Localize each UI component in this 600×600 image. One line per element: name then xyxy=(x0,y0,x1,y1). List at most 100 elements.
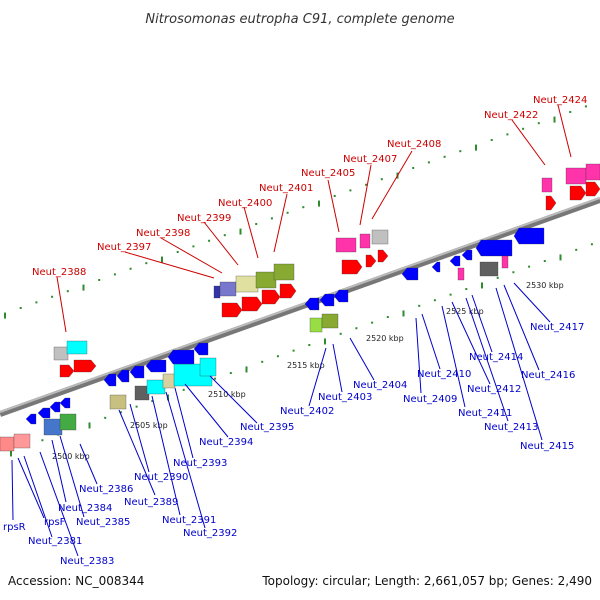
gene-box xyxy=(0,436,15,452)
gene-box xyxy=(565,167,587,185)
gene-box xyxy=(309,317,323,333)
gene-box xyxy=(585,163,600,181)
map-title: Nitrosomonas eutropha C91, complete geno… xyxy=(145,12,454,27)
reverse-tick xyxy=(449,293,452,296)
gene-label: Neut_2409 xyxy=(403,394,457,405)
gene-label: Neut_2405 xyxy=(301,168,355,179)
genome-backbone-highlight xyxy=(0,197,600,413)
forward-gene-labels: Neut_2388 Neut_2397 Neut_2398 Neut_2399 … xyxy=(32,95,587,278)
forward-tick xyxy=(270,217,273,220)
kbp-label: 2500 kbp xyxy=(52,452,90,461)
leader-line xyxy=(471,294,493,353)
leader-line xyxy=(308,347,327,407)
forward-tick-row xyxy=(4,105,587,319)
reverse-tick xyxy=(261,360,264,363)
forward-tick xyxy=(553,116,556,123)
kbp-label: 2520 kbp xyxy=(366,334,404,343)
gene-box xyxy=(213,285,221,299)
gene-arrow xyxy=(73,359,97,373)
reverse-tick xyxy=(151,400,154,403)
gene-label: rpsF xyxy=(44,517,66,528)
leader-line xyxy=(79,443,98,485)
kbp-label: 2530 kbp xyxy=(526,281,564,290)
genome-summary: Topology: circular; Length: 2,661,057 bp… xyxy=(261,574,592,588)
leader-line xyxy=(495,287,543,441)
forward-tick xyxy=(443,155,446,158)
gene-box xyxy=(146,379,166,395)
reverse-tick xyxy=(182,388,185,391)
leader-line xyxy=(359,164,372,226)
gene-arrow xyxy=(304,297,320,311)
gene-box xyxy=(371,229,389,245)
leader-line xyxy=(203,221,239,266)
reverse-tick xyxy=(276,355,279,358)
leader-line xyxy=(273,193,288,253)
kbp-label: 2525 kbp xyxy=(446,307,484,316)
forward-tick xyxy=(522,127,525,130)
gene-label: rpsR xyxy=(3,522,26,533)
gene-label: Neut_2385 xyxy=(76,517,130,528)
gene-label: Neut_2389 xyxy=(124,497,178,508)
leader-line xyxy=(327,179,340,233)
reverse-tick xyxy=(135,405,138,408)
gene-box xyxy=(66,340,88,355)
reverse-tick xyxy=(433,299,436,302)
forward-tick xyxy=(459,150,462,153)
gene-arrow xyxy=(129,365,145,379)
forward-tick xyxy=(365,183,368,186)
reverse-tick xyxy=(292,349,295,352)
gene-box xyxy=(335,237,357,253)
forward-tick xyxy=(223,234,226,237)
gene-box xyxy=(541,177,553,193)
gene-label: Neut_2404 xyxy=(353,380,407,391)
gene-label: Neut_2391 xyxy=(162,515,216,526)
reverse-tick xyxy=(214,377,217,380)
gene-arrow xyxy=(221,302,243,318)
leader-line xyxy=(503,284,540,371)
gene-arrow xyxy=(569,185,587,201)
forward-tick xyxy=(66,290,69,293)
gene-label: Neut_2390 xyxy=(134,472,188,483)
gene-arrow xyxy=(377,249,389,263)
gene-box xyxy=(321,313,339,329)
gene-box xyxy=(479,261,499,277)
leader-line xyxy=(421,313,441,370)
gene-label: Neut_2386 xyxy=(79,484,133,495)
leader-line xyxy=(415,317,422,394)
reverse-tick xyxy=(543,260,546,263)
kbp-label: 2515 kbp xyxy=(287,361,325,370)
leader-line xyxy=(174,387,194,459)
leader-line xyxy=(371,150,413,220)
reverse-tick xyxy=(324,338,326,345)
gene-arrow xyxy=(431,261,441,273)
gene-arrow xyxy=(261,289,281,305)
gene-label: Neut_2411 xyxy=(458,408,512,419)
reverse-tick xyxy=(512,271,515,274)
reverse-tick xyxy=(496,276,499,279)
gene-box xyxy=(359,233,371,249)
forward-tick xyxy=(176,250,179,253)
gene-arrow xyxy=(116,369,130,383)
gene-label: Neut_2395 xyxy=(240,422,294,433)
gene-arrow xyxy=(585,181,600,197)
leader-line xyxy=(56,276,67,333)
kbp-label: 2510 kbp xyxy=(208,390,246,399)
gene-label: Neut_2410 xyxy=(417,369,471,380)
reverse-tick xyxy=(528,265,531,268)
kbp-label: 2505 kbp xyxy=(130,421,168,430)
gene-label: Neut_2413 xyxy=(484,422,538,433)
gene-arrow xyxy=(241,296,263,312)
gene-arrow xyxy=(401,267,419,281)
forward-tick xyxy=(161,256,163,263)
forward-tick xyxy=(537,122,540,125)
gene-arrow xyxy=(49,401,61,413)
gene-label: Neut_2400 xyxy=(218,198,272,209)
gene-label: Neut_2408 xyxy=(387,139,441,150)
reverse-tick xyxy=(119,411,122,414)
forward-tick xyxy=(506,133,509,136)
gene-box xyxy=(501,255,509,269)
forward-tick xyxy=(333,194,336,197)
gene-label: Neut_2412 xyxy=(467,384,521,395)
leader-line xyxy=(513,282,551,323)
